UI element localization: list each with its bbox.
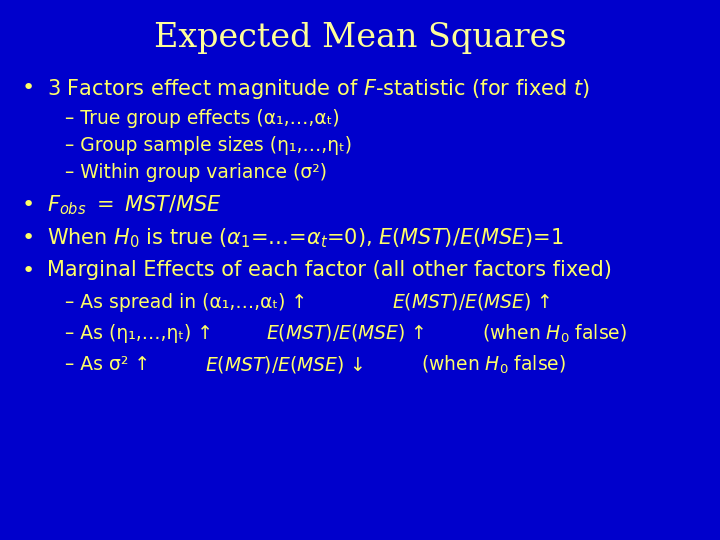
- Text: Expected Mean Squares: Expected Mean Squares: [153, 22, 567, 53]
- Text: $\mathit{E(MST)/E(MSE)}$ ↓: $\mathit{E(MST)/E(MSE)}$ ↓: [205, 354, 364, 375]
- Text: (when $\mathit{H}_0$ false): (when $\mathit{H}_0$ false): [482, 322, 628, 345]
- Text: – As (η₁,…,ηₜ) ↑: – As (η₁,…,ηₜ) ↑: [65, 324, 219, 343]
- Text: 3 Factors effect magnitude of $F$-statistic (for fixed $t$): 3 Factors effect magnitude of $F$-statis…: [47, 77, 590, 100]
- Text: Marginal Effects of each factor (all other factors fixed): Marginal Effects of each factor (all oth…: [47, 260, 612, 280]
- Text: •: •: [22, 228, 35, 248]
- Text: – True group effects (α₁,…,αₜ): – True group effects (α₁,…,αₜ): [65, 109, 339, 128]
- Text: – As spread in (α₁,…,αₜ) ↑: – As spread in (α₁,…,αₜ) ↑: [65, 293, 313, 312]
- Text: $\mathit{E(MST)/E(MSE)}$ ↑: $\mathit{E(MST)/E(MSE)}$ ↑: [392, 291, 551, 312]
- Text: When $\mathit{H}_0$ is true ($\mathit{\alpha}_1$=…=$\mathit{\alpha}_t$=0), $\mat: When $\mathit{H}_0$ is true ($\mathit{\a…: [47, 226, 564, 250]
- Text: – Within group variance (σ²): – Within group variance (σ²): [65, 163, 327, 182]
- Text: •: •: [22, 195, 35, 215]
- Text: $\mathit{E(MST)/E(MSE)}$ ↑: $\mathit{E(MST)/E(MSE)}$ ↑: [266, 322, 425, 343]
- Text: $\mathit{F}_\mathit{obs}$ $=$ $\mathit{MST/MSE}$: $\mathit{F}_\mathit{obs}$ $=$ $\mathit{M…: [47, 194, 222, 218]
- Text: – Group sample sizes (η₁,…,ηₜ): – Group sample sizes (η₁,…,ηₜ): [65, 136, 352, 155]
- Text: •: •: [22, 261, 35, 281]
- Text: •: •: [22, 78, 35, 98]
- Text: (when $\mathit{H}_0$ false): (when $\mathit{H}_0$ false): [421, 354, 567, 376]
- Text: – As σ² ↑: – As σ² ↑: [65, 355, 156, 374]
